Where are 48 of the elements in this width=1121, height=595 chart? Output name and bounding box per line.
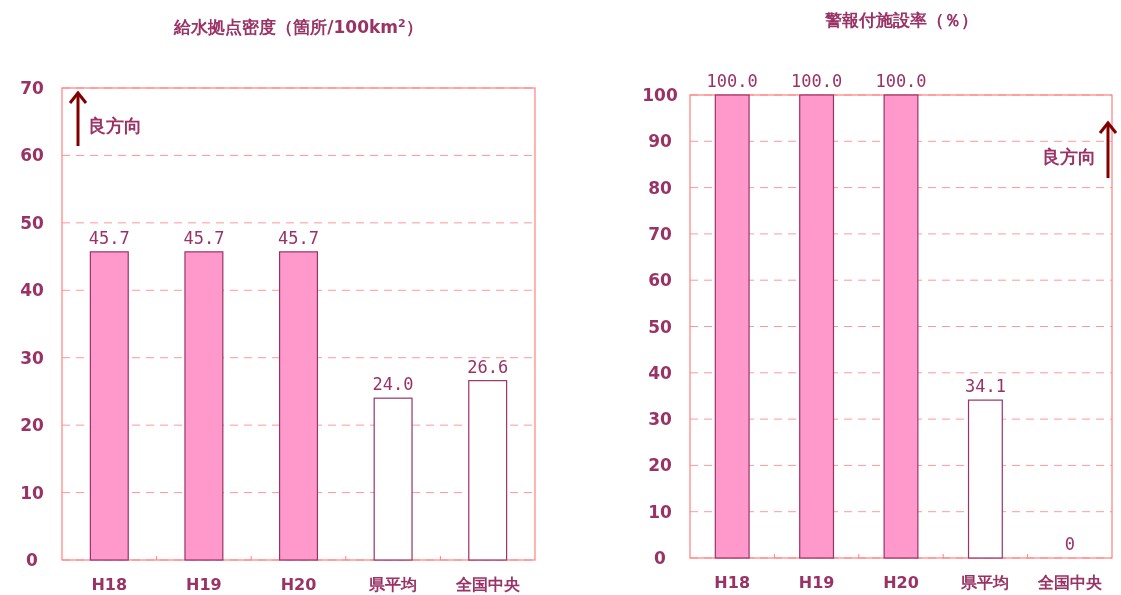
x-tick-label: H18 xyxy=(714,573,751,592)
annotation: 良方向 xyxy=(1042,145,1096,167)
data-label: 100.0 xyxy=(706,71,758,91)
data-label: 45.7 xyxy=(183,227,225,248)
y-tick-label: 50 xyxy=(20,212,44,233)
y-tick-label: 30 xyxy=(648,409,672,430)
y-tick-label: 40 xyxy=(648,362,672,383)
y-tick-label: 10 xyxy=(648,501,672,522)
data-label: 26.6 xyxy=(467,356,509,377)
x-tick-label: 県平均 xyxy=(960,573,1010,592)
chart-title: 警報付施設率（％） xyxy=(823,10,978,30)
bar xyxy=(278,251,319,561)
annotation: 良方向 xyxy=(88,114,142,136)
y-tick-label: 20 xyxy=(20,415,44,436)
y-tick-label: 30 xyxy=(20,347,44,368)
y-tick-label: 40 xyxy=(20,280,44,301)
y-tick-label: 70 xyxy=(20,78,44,98)
x-tick-label: 県平均 xyxy=(368,575,418,594)
y-tick-label: 20 xyxy=(648,455,672,476)
data-label: 0 xyxy=(1064,534,1075,554)
y-tick-label: 0 xyxy=(654,548,667,568)
bar xyxy=(89,251,129,561)
x-tick-label: H20 xyxy=(883,573,919,592)
x-tick-label: H19 xyxy=(798,573,835,592)
y-tick-label: 50 xyxy=(648,316,672,337)
bar xyxy=(373,397,413,561)
data-label: 45.7 xyxy=(278,227,319,248)
y-tick-label: 100 xyxy=(642,85,678,105)
data-label: 100.0 xyxy=(875,71,927,91)
data-label: 34.1 xyxy=(964,376,1006,397)
bar xyxy=(468,380,508,561)
y-tick-label: 70 xyxy=(648,223,672,244)
y-tick-label: 90 xyxy=(648,131,672,152)
bar xyxy=(184,251,224,561)
y-tick-label: 10 xyxy=(20,482,44,503)
data-label: 24.0 xyxy=(372,374,414,395)
y-tick-label: 60 xyxy=(20,145,44,166)
y-tick-label: 80 xyxy=(648,177,672,198)
x-tick-label: H18 xyxy=(91,575,128,594)
data-label: 45.7 xyxy=(88,227,130,248)
x-tick-label: H20 xyxy=(280,575,317,594)
data-label: 100.0 xyxy=(791,71,843,91)
y-tick-label: 0 xyxy=(26,550,39,570)
chart-title: 給水拠点密度（箇所/100km$^{2}$） xyxy=(173,16,423,37)
y-tick-label: 60 xyxy=(648,270,672,291)
x-tick-label: 全国中央 xyxy=(1036,573,1103,592)
x-tick-label: 全国中央 xyxy=(454,575,521,594)
x-tick-label: H19 xyxy=(186,575,222,594)
